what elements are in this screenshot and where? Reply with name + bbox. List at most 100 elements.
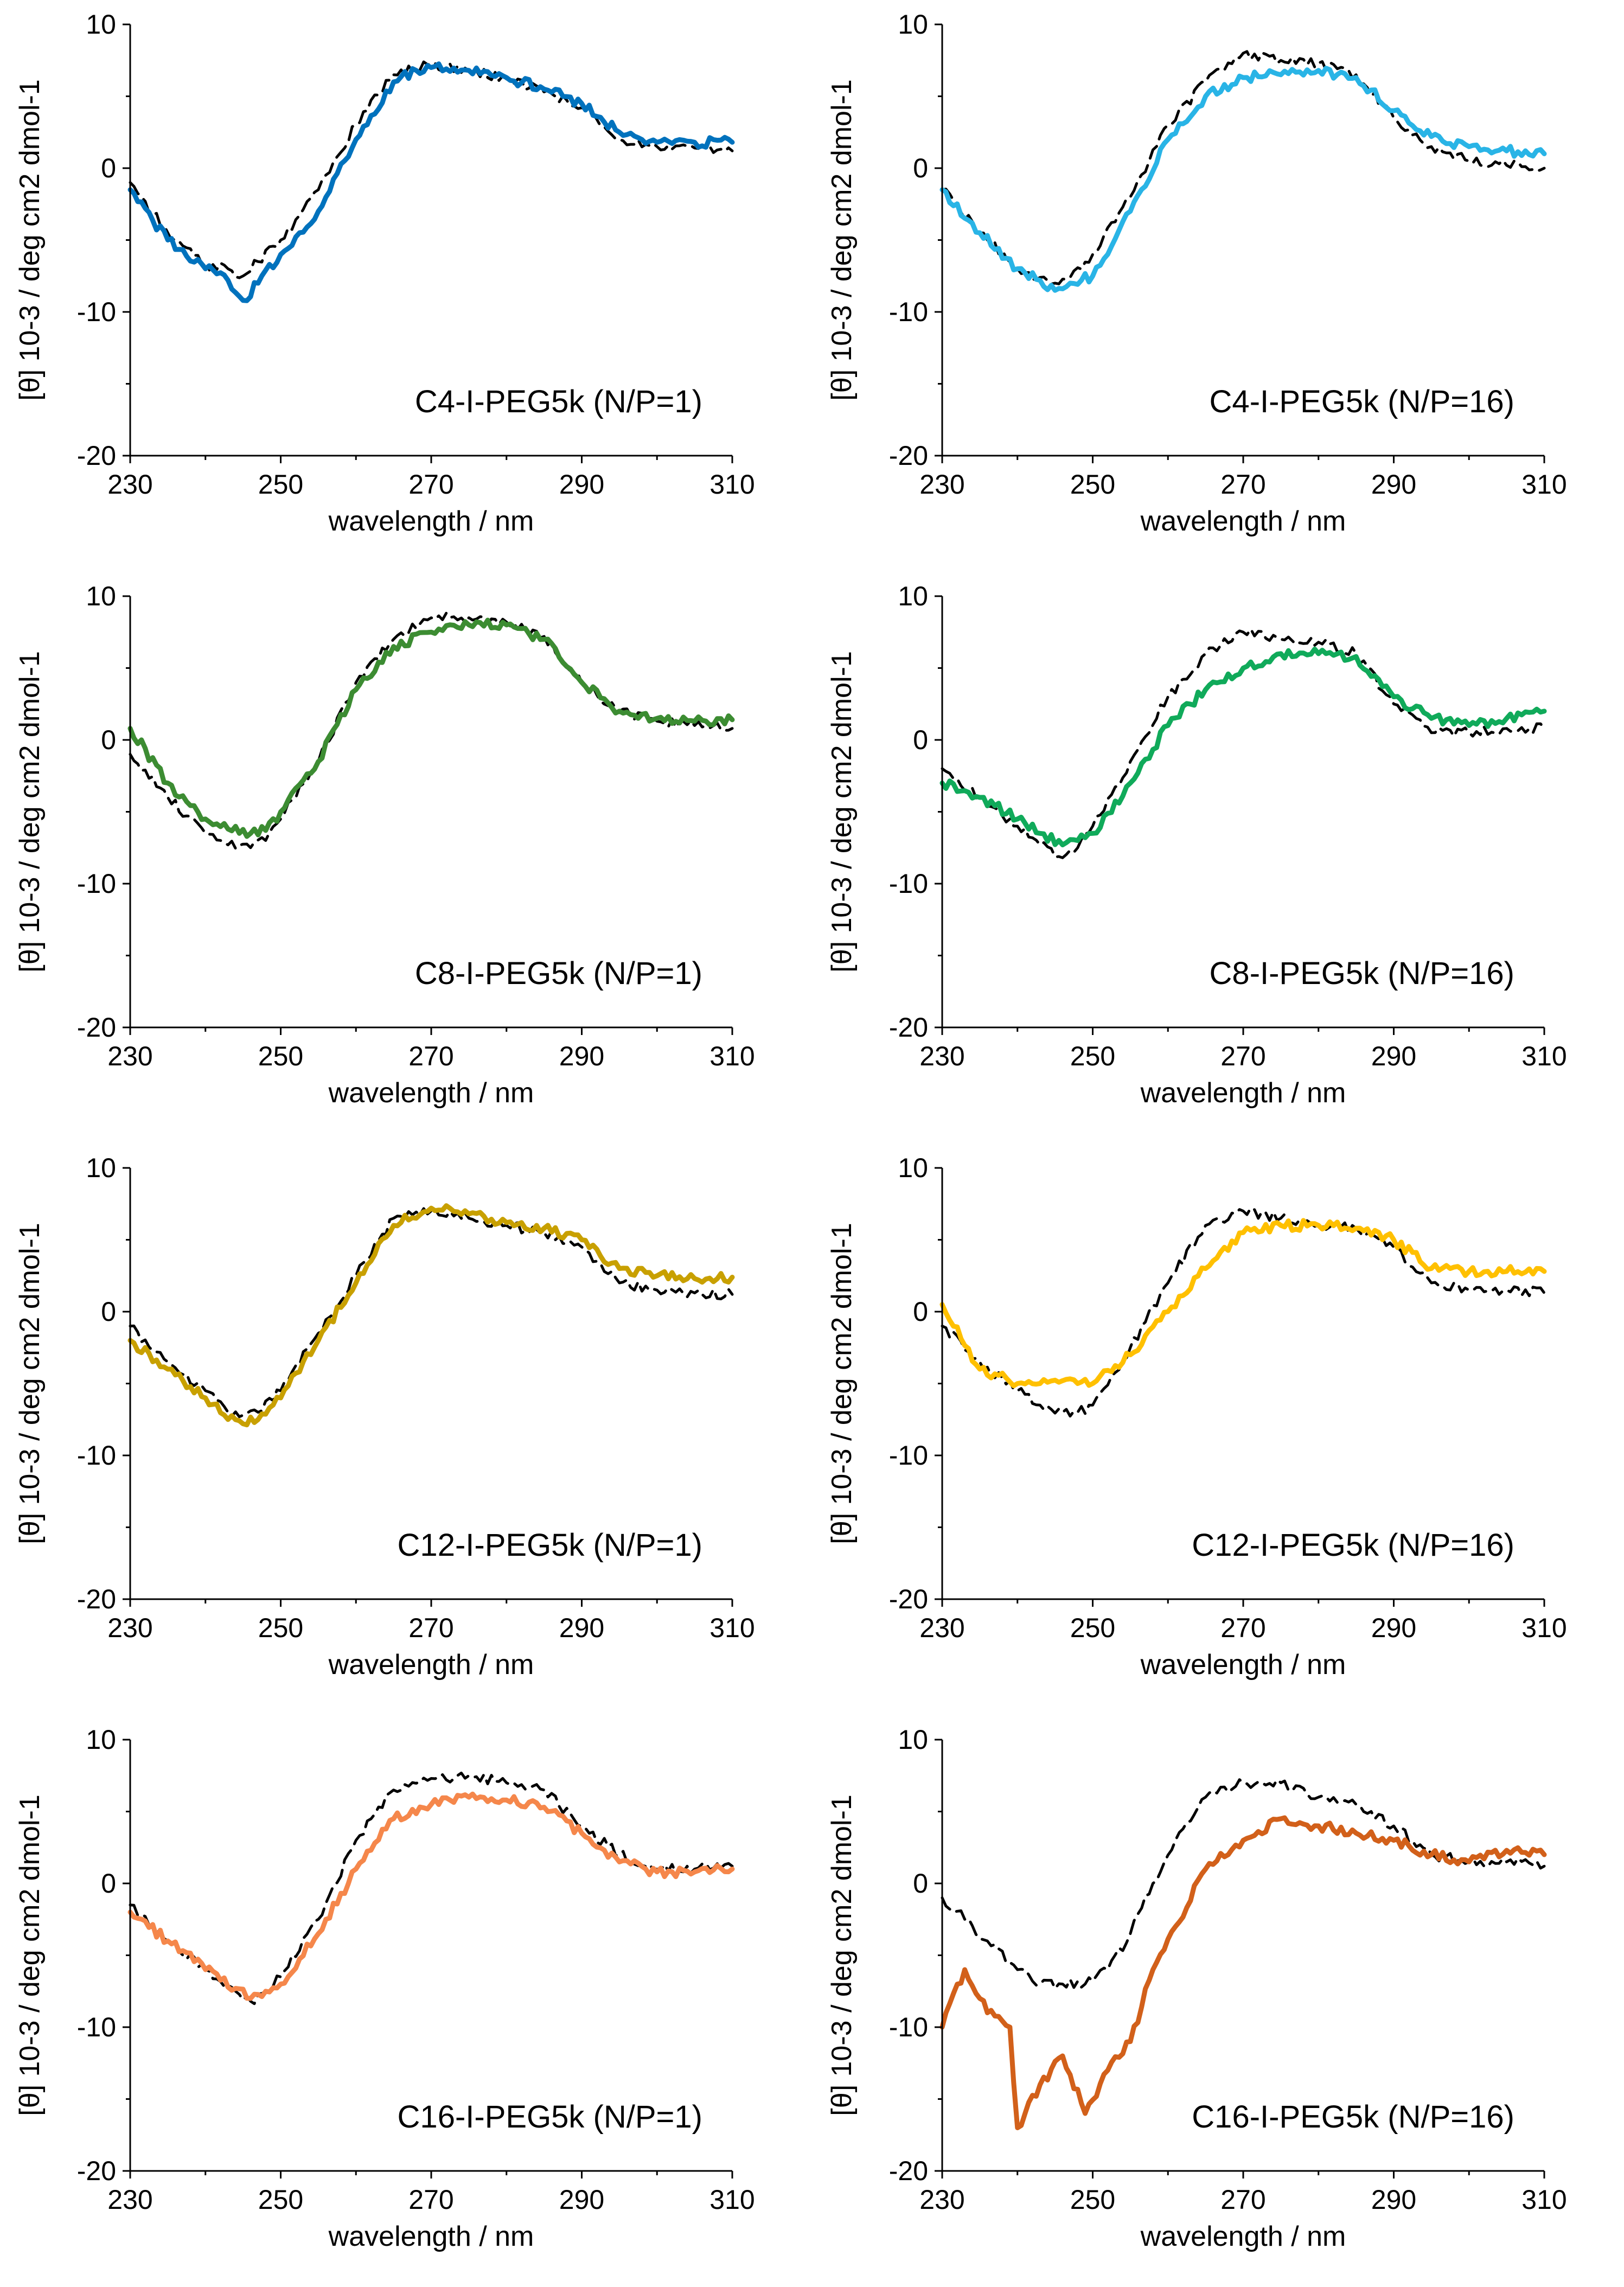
panel-label: C8-I-PEG5k (N/P=1) — [415, 956, 702, 991]
x-tick-label: 230 — [919, 1041, 964, 1071]
y-tick-label: -20 — [889, 2156, 928, 2186]
y-tick-label: 0 — [101, 153, 116, 183]
y-tick-label: 10 — [86, 9, 116, 40]
chart-svg: -20 -10 0 10 230 250 270 290 310 wavelength / nm [… — [826, 9, 1567, 537]
y-tick-label: 10 — [898, 9, 928, 40]
x-tick-label: 290 — [1371, 1041, 1416, 1071]
y-tick-label: -10 — [77, 2012, 116, 2042]
chart-svg: -20 -10 0 10 230 250 270 290 310 wavelength / nm [… — [826, 581, 1567, 1109]
x-tick-label: 290 — [1371, 2184, 1416, 2215]
panel-c4-np1: -20 -10 0 10 230 250 270 290 310 wavelength / nm [… — [0, 0, 812, 572]
x-tick-label: 310 — [709, 1041, 755, 1071]
x-tick-label: 270 — [1220, 1041, 1265, 1071]
x-tick-label: 290 — [559, 2184, 604, 2215]
x-tick-label: 270 — [408, 2184, 453, 2215]
y-axis-title: [θ] 10-3 / deg cm2 dmol-1 — [14, 1223, 46, 1544]
x-tick-label: 290 — [1371, 1613, 1416, 1643]
x-tick-label: 310 — [709, 2184, 755, 2215]
x-tick-label: 230 — [919, 1613, 964, 1643]
y-axis-title: [θ] 10-3 / deg cm2 dmol-1 — [14, 79, 46, 401]
x-axis-title: wavelength / nm — [1140, 506, 1346, 537]
panel-label: C12-I-PEG5k (N/P=16) — [1192, 1528, 1514, 1563]
y-tick-label: 10 — [898, 1724, 928, 1755]
series-line-reference — [941, 50, 1546, 285]
x-tick-label: 310 — [1521, 1041, 1567, 1071]
x-tick-label: 230 — [107, 2184, 152, 2215]
x-tick-label: 290 — [559, 1041, 604, 1071]
panel-label: C16-I-PEG5k (N/P=16) — [1192, 2099, 1514, 2135]
y-axis-title: [θ] 10-3 / deg cm2 dmol-1 — [14, 651, 46, 973]
y-axis-title: [θ] 10-3 / deg cm2 dmol-1 — [826, 79, 858, 401]
y-tick-label: 10 — [898, 581, 928, 611]
y-tick-label: -20 — [77, 1584, 116, 1614]
x-tick-label: 310 — [1521, 469, 1567, 500]
x-tick-label: 250 — [258, 469, 303, 500]
y-tick-label: -20 — [77, 1012, 116, 1043]
chart-svg: -20 -10 0 10 230 250 270 290 310 wavelength / nm [… — [826, 1153, 1567, 1681]
series-line-reference — [941, 628, 1546, 859]
chart-svg: -20 -10 0 10 230 250 270 290 310 wavelength / nm [… — [826, 1724, 1567, 2252]
y-tick-label: -10 — [889, 868, 928, 899]
x-axis-title: wavelength / nm — [328, 1077, 534, 1109]
y-tick-label: -20 — [77, 2156, 116, 2186]
series-line-sample — [127, 1203, 735, 1428]
series-line-reference — [129, 1207, 734, 1419]
y-tick-label: 10 — [86, 1724, 116, 1755]
y-tick-label: 0 — [101, 725, 116, 755]
x-axis-title: wavelength / nm — [328, 2221, 534, 2252]
x-axis-title: wavelength / nm — [328, 1649, 534, 1681]
panel-label: C4-I-PEG5k (N/P=1) — [415, 384, 702, 419]
series-line-reference — [941, 1206, 1546, 1418]
x-tick-label: 270 — [1220, 1613, 1265, 1643]
x-axis-title: wavelength / nm — [1140, 1077, 1346, 1109]
x-tick-label: 250 — [1070, 1041, 1115, 1071]
y-tick-label: -20 — [889, 1584, 928, 1614]
series-line-reference — [129, 611, 734, 850]
panel-c16-np1: -20 -10 0 10 230 250 270 290 310 wavelength / nm [… — [0, 1715, 812, 2287]
series-line-sample — [127, 617, 735, 839]
x-tick-label: 270 — [408, 1613, 453, 1643]
x-tick-label: 270 — [1220, 469, 1265, 500]
y-tick-label: 10 — [898, 1153, 928, 1183]
series-line-reference — [941, 1778, 1546, 1990]
panel-label: C16-I-PEG5k (N/P=1) — [398, 2099, 702, 2135]
y-tick-label: 0 — [101, 1296, 116, 1327]
chart-svg: -20 -10 0 10 230 250 270 290 310 wavelength / nm [… — [14, 1724, 755, 2252]
y-axis-title: [θ] 10-3 / deg cm2 dmol-1 — [826, 1223, 858, 1544]
x-tick-label: 310 — [1521, 1613, 1567, 1643]
y-tick-label: 0 — [913, 1296, 928, 1327]
y-tick-label: -20 — [889, 1012, 928, 1043]
chart-svg: -20 -10 0 10 230 250 270 290 310 wavelength / nm [… — [14, 581, 755, 1109]
y-tick-label: 10 — [86, 581, 116, 611]
x-tick-label: 230 — [107, 1613, 152, 1643]
panel-c16-np16: -20 -10 0 10 230 250 270 290 310 wavelength / nm [… — [812, 1715, 1624, 2287]
x-tick-label: 290 — [559, 1613, 604, 1643]
x-tick-label: 230 — [919, 469, 964, 500]
x-tick-label: 250 — [258, 2184, 303, 2215]
series-line-sample — [939, 66, 1547, 293]
y-tick-label: -10 — [77, 868, 116, 899]
x-axis-title: wavelength / nm — [1140, 2221, 1346, 2252]
x-tick-label: 270 — [408, 469, 453, 500]
x-tick-label: 310 — [1521, 2184, 1567, 2215]
y-tick-label: 0 — [913, 725, 928, 755]
x-tick-label: 250 — [258, 1041, 303, 1071]
chart-svg: -20 -10 0 10 230 250 270 290 310 wavelength / nm [… — [14, 9, 755, 537]
panel-label: C8-I-PEG5k (N/P=16) — [1210, 956, 1514, 991]
y-tick-label: -10 — [889, 1440, 928, 1471]
x-tick-label: 230 — [107, 1041, 152, 1071]
x-axis-title: wavelength / nm — [328, 506, 534, 537]
x-axis-title: wavelength / nm — [1140, 1649, 1346, 1681]
series-line-sample — [939, 1218, 1547, 1389]
x-tick-label: 250 — [1070, 469, 1115, 500]
y-tick-label: 10 — [86, 1153, 116, 1183]
series-line-sample — [939, 1815, 1547, 2130]
series-line-sample — [939, 647, 1547, 847]
x-tick-label: 230 — [107, 469, 152, 500]
panel-label: C4-I-PEG5k (N/P=16) — [1210, 384, 1514, 419]
x-tick-label: 250 — [1070, 1613, 1115, 1643]
y-tick-label: 0 — [101, 1868, 116, 1899]
series-line-reference — [129, 60, 734, 279]
x-tick-label: 230 — [919, 2184, 964, 2215]
